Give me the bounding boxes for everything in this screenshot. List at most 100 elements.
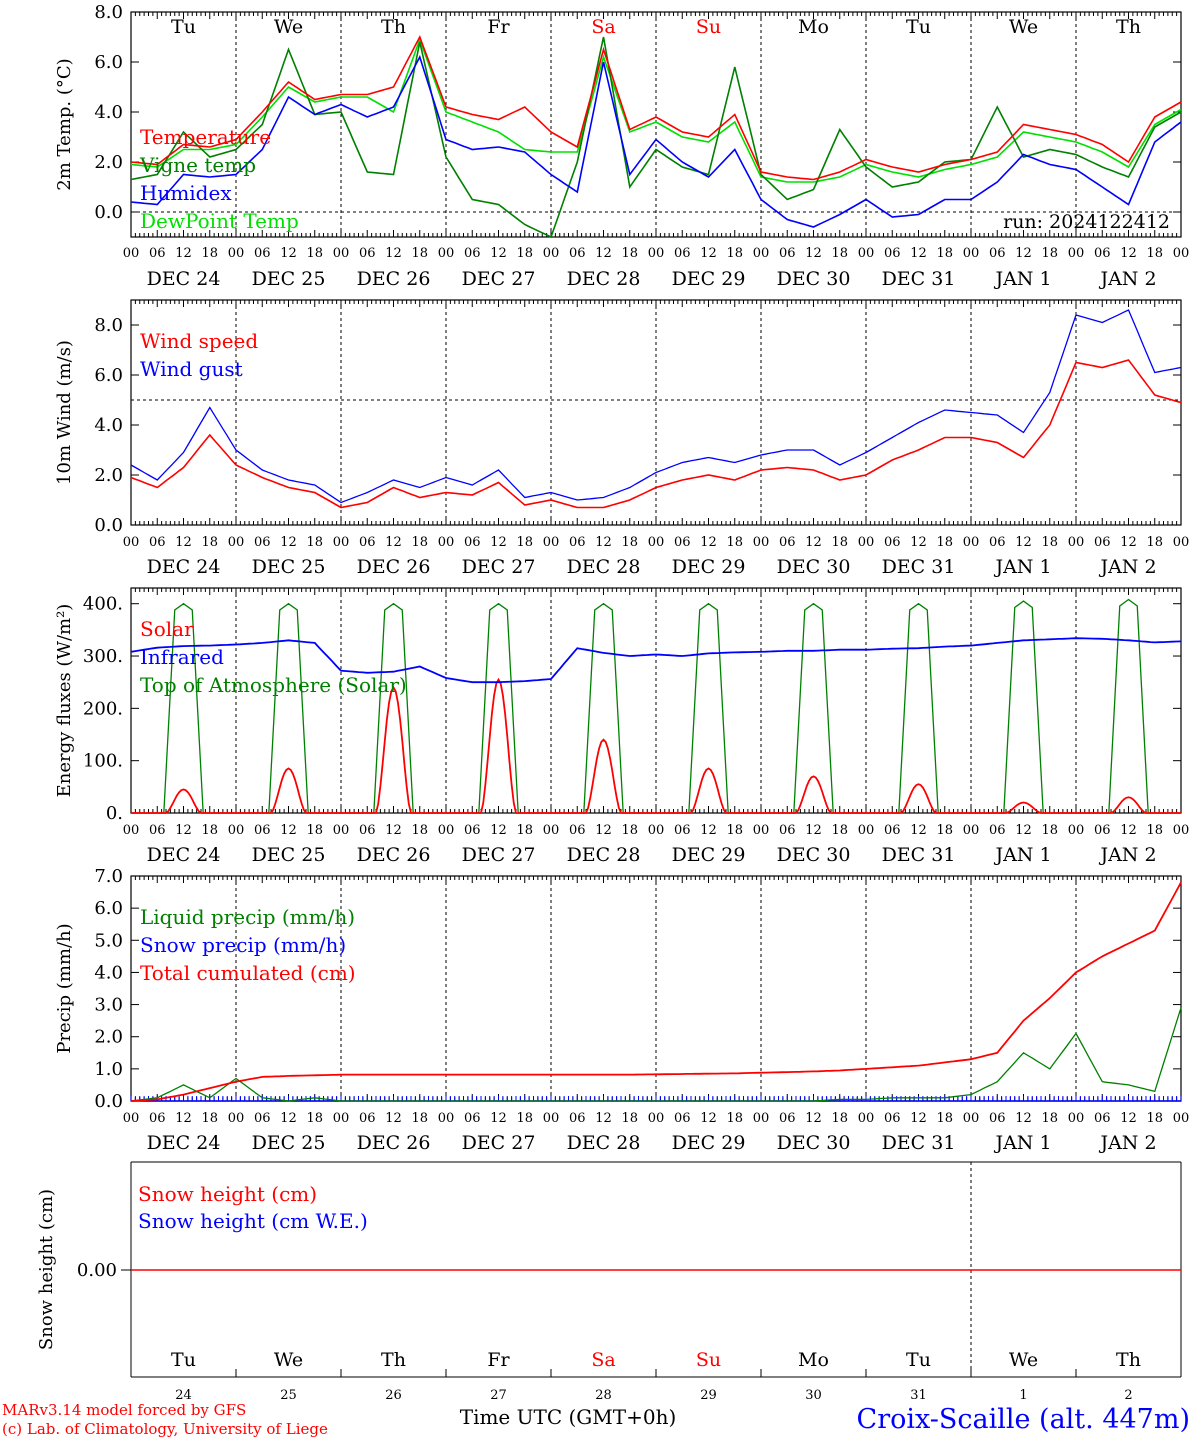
x-hour-label: 00 bbox=[858, 246, 875, 261]
x-hour-label: 06 bbox=[989, 246, 1006, 261]
x-hour-label: 18 bbox=[411, 535, 428, 550]
y-tick-label: 4.0 bbox=[94, 102, 123, 123]
y-tick-label: 0.0 bbox=[94, 515, 123, 536]
x-hour-label: 06 bbox=[674, 535, 691, 550]
series-line bbox=[130, 1007, 1182, 1102]
x-hour-label: 00 bbox=[1068, 823, 1085, 838]
x-hour-label: 00 bbox=[858, 823, 875, 838]
x-hour-label: 06 bbox=[779, 246, 796, 261]
weekday-label: Sa bbox=[591, 16, 615, 38]
wind-chart: 00 06 12 18 00 06 12 18 00 06 12 18 00 06 12 18 00 06 12 18… bbox=[54, 299, 1190, 578]
y-tick-label: 6.0 bbox=[94, 52, 123, 73]
x-hour-label: 12 bbox=[1120, 246, 1137, 261]
x-date-label: DEC 30 bbox=[777, 1132, 851, 1154]
x-hour-label: 12 bbox=[385, 246, 402, 261]
x-date-label: DEC 28 bbox=[567, 1132, 641, 1154]
legend-entry: Snow height (cm W.E.) bbox=[138, 1209, 368, 1233]
x-hour-label: 00 bbox=[543, 535, 560, 550]
x-hour-label: 00 bbox=[1173, 1111, 1190, 1126]
x-hour-label: 06 bbox=[989, 535, 1006, 550]
x-hour-label: 00 bbox=[123, 1111, 140, 1126]
x-hour-label: 00 bbox=[228, 246, 245, 261]
x-hour-label: 18 bbox=[831, 535, 848, 550]
day-number-label: 1 bbox=[1019, 1388, 1027, 1403]
y-axis-label: 2m Temp. (°C) bbox=[54, 58, 75, 190]
day-number-label: 26 bbox=[385, 1388, 402, 1403]
x-hour-label: 12 bbox=[175, 246, 192, 261]
x-hour-label: 06 bbox=[1094, 246, 1111, 261]
x-hour-label: 18 bbox=[516, 535, 533, 550]
x-hour-label: 06 bbox=[779, 1111, 796, 1126]
x-hour-label: 00 bbox=[438, 246, 455, 261]
x-date-label: DEC 26 bbox=[357, 556, 431, 578]
x-date-label: DEC 30 bbox=[777, 844, 851, 866]
x-date-label: DEC 26 bbox=[357, 844, 431, 866]
weekday-label: Tu bbox=[906, 16, 931, 38]
x-hour-label: 00 bbox=[1173, 535, 1190, 550]
x-date-label: DEC 29 bbox=[672, 268, 746, 290]
x-hour-label: 18 bbox=[1146, 246, 1163, 261]
y-tick-label: 8.0 bbox=[94, 315, 123, 336]
x-date-label: DEC 28 bbox=[567, 844, 641, 866]
x-hour-label: 12 bbox=[175, 823, 192, 838]
x-hour-label: 00 bbox=[543, 1111, 560, 1126]
x-hour-label: 12 bbox=[280, 1111, 297, 1126]
x-hour-label: 18 bbox=[1146, 823, 1163, 838]
x-hour-label: 06 bbox=[674, 1111, 691, 1126]
x-date-label: DEC 24 bbox=[147, 844, 221, 866]
x-date-label: DEC 25 bbox=[252, 556, 326, 578]
x-date-label: DEC 30 bbox=[777, 268, 851, 290]
weekday-label: We bbox=[1009, 1349, 1038, 1371]
x-hour-label: 00 bbox=[123, 823, 140, 838]
x-date-label: DEC 28 bbox=[567, 268, 641, 290]
x-hour-label: 00 bbox=[753, 823, 770, 838]
legend-entry: Total cumulated (cm) bbox=[140, 961, 356, 985]
x-date-label: DEC 25 bbox=[252, 268, 326, 290]
y-tick-label: 5.0 bbox=[94, 930, 123, 951]
x-hour-label: 18 bbox=[306, 246, 323, 261]
legend-entry: Snow height (cm) bbox=[138, 1182, 317, 1206]
credit-line-1: MARv3.14 model forced by GFS bbox=[2, 1401, 246, 1419]
weekday-label: Su bbox=[696, 16, 721, 38]
x-hour-label: 00 bbox=[753, 1111, 770, 1126]
x-hour-label: 18 bbox=[726, 246, 743, 261]
x-date-label: JAN 2 bbox=[1098, 1132, 1156, 1154]
y-axis-label: Energy fluxes (W/m²) bbox=[54, 604, 75, 798]
weekday-label: Tu bbox=[906, 1349, 931, 1371]
y-tick-label: 2.0 bbox=[94, 465, 123, 486]
x-hour-label: 00 bbox=[963, 246, 980, 261]
x-hour-label: 00 bbox=[753, 535, 770, 550]
x-hour-label: 12 bbox=[490, 535, 507, 550]
x-hour-label: 18 bbox=[201, 246, 218, 261]
x-date-label: JAN 2 bbox=[1098, 556, 1156, 578]
x-hour-label: 00 bbox=[333, 246, 350, 261]
x-hour-label: 12 bbox=[700, 535, 717, 550]
x-date-label: DEC 31 bbox=[882, 844, 956, 866]
plot-frame bbox=[130, 299, 1182, 526]
legend-entry: DewPoint Temp bbox=[140, 209, 299, 233]
x-hour-label: 18 bbox=[201, 535, 218, 550]
x-hour-label: 12 bbox=[1015, 1111, 1032, 1126]
x-date-label: DEC 31 bbox=[882, 556, 956, 578]
x-hour-label: 12 bbox=[1120, 535, 1137, 550]
x-hour-label: 00 bbox=[963, 535, 980, 550]
x-hour-label: 06 bbox=[254, 246, 271, 261]
x-hour-label: 18 bbox=[1041, 535, 1058, 550]
x-hour-label: 12 bbox=[490, 246, 507, 261]
day-number-label: 31 bbox=[910, 1388, 927, 1403]
x-hour-label: 18 bbox=[411, 823, 428, 838]
series-line bbox=[130, 881, 1182, 1102]
x-hour-label: 06 bbox=[254, 535, 271, 550]
x-hour-label: 00 bbox=[543, 823, 560, 838]
weekday-label: Tu bbox=[171, 1349, 196, 1371]
weekday-label: Th bbox=[1116, 16, 1141, 38]
x-date-label: JAN 1 bbox=[993, 556, 1051, 578]
x-hour-label: 18 bbox=[831, 823, 848, 838]
x-hour-label: 00 bbox=[333, 535, 350, 550]
legend-entry: Infrared bbox=[140, 645, 224, 669]
x-date-label: DEC 24 bbox=[147, 556, 221, 578]
y-axis-label: Precip (mm/h) bbox=[54, 923, 75, 1053]
y-tick-label: 100. bbox=[83, 751, 123, 772]
weekday-label: We bbox=[274, 1349, 303, 1371]
x-hour-label: 06 bbox=[359, 535, 376, 550]
